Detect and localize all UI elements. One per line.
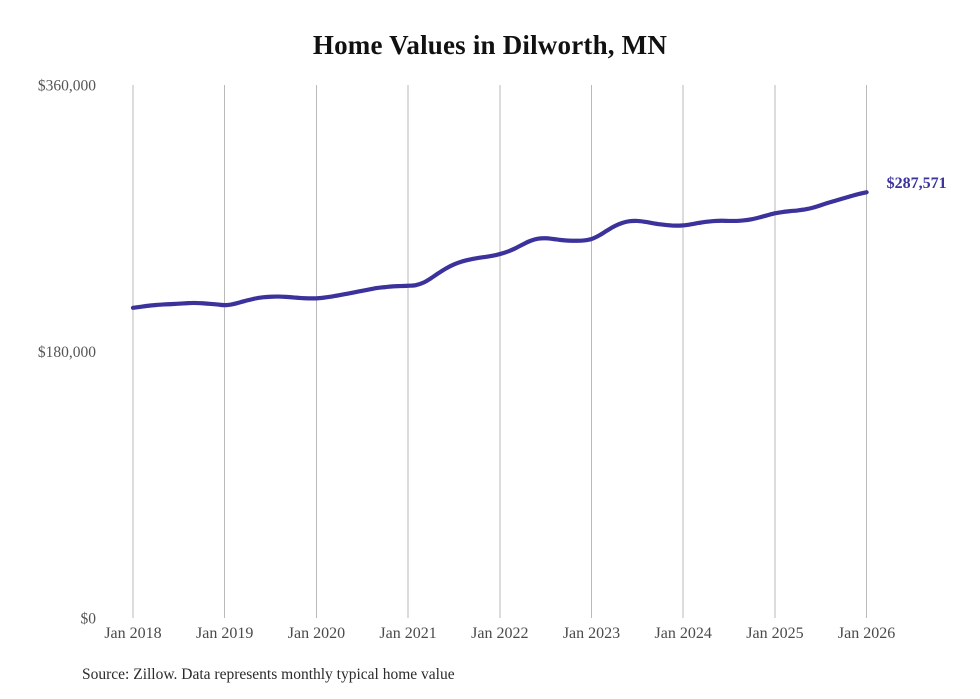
x-tick-label: Jan 2021 — [379, 625, 436, 642]
series-line-typical-home-value — [130, 190, 869, 310]
x-gridlines — [132, 85, 868, 618]
chart-source-caption: Source: Zillow. Data represents monthly … — [82, 666, 455, 683]
x-tick-label: Jan 2020 — [288, 625, 345, 642]
end-value-label: $287,571 — [887, 175, 947, 192]
x-tick-label: Jan 2019 — [196, 625, 253, 642]
chart-annotations: $287,571 — [887, 175, 947, 192]
y-tick-label: $180,000 — [38, 344, 96, 361]
y-tick-label: $0 — [81, 611, 97, 628]
x-tick-label: Jan 2024 — [655, 625, 712, 642]
chart-title: Home Values in Dilworth, MN — [312, 30, 668, 60]
y-tick-label: $360,000 — [38, 78, 96, 95]
x-tick-label: Jan 2018 — [104, 625, 161, 642]
y-axis-ticks: $0 $180,000 $360,000 — [38, 78, 96, 628]
x-axis-ticks: Jan 2018 Jan 2019 Jan 2020 Jan 2021 Jan 2022… — [104, 625, 895, 642]
x-tick-label: Jan 2023 — [563, 625, 620, 642]
x-tick-label: Jan 2026 — [838, 625, 895, 642]
x-tick-label: Jan 2025 — [746, 625, 803, 642]
x-tick-label: Jan 2022 — [471, 625, 528, 642]
